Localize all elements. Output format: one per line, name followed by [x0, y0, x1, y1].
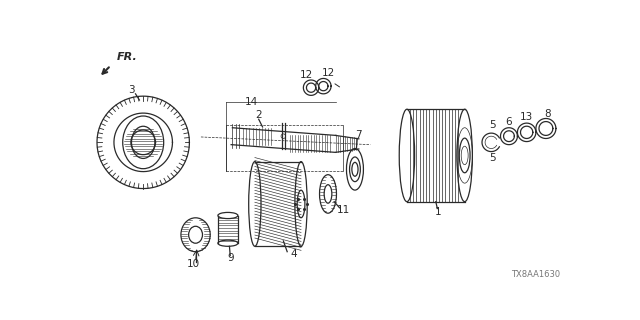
- Text: FR.: FR.: [117, 52, 138, 62]
- Text: TX8AA1630: TX8AA1630: [511, 270, 561, 279]
- Text: 5: 5: [490, 120, 496, 131]
- Text: 14: 14: [244, 97, 258, 107]
- Text: 12: 12: [300, 69, 313, 80]
- Text: 1: 1: [435, 207, 442, 217]
- Text: 2: 2: [255, 110, 262, 120]
- Text: 4: 4: [290, 249, 297, 259]
- Text: 6: 6: [506, 116, 512, 126]
- Text: 8: 8: [544, 109, 551, 119]
- Text: 3: 3: [129, 85, 135, 95]
- Text: 13: 13: [520, 112, 533, 122]
- Text: 5: 5: [490, 153, 496, 163]
- Text: 7: 7: [355, 130, 362, 140]
- Text: 12: 12: [321, 68, 335, 78]
- Text: 11: 11: [337, 205, 350, 215]
- Text: 9: 9: [227, 253, 234, 263]
- Text: 10: 10: [187, 259, 200, 269]
